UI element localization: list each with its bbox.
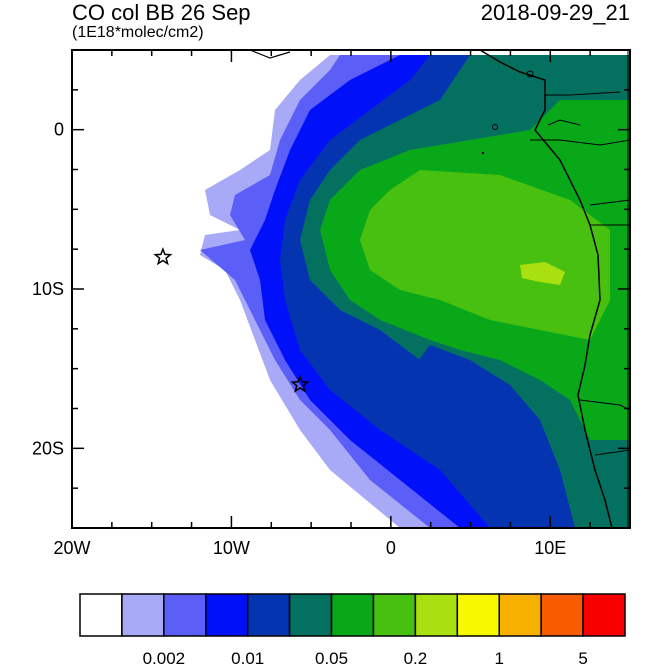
island-sao-tome	[481, 151, 485, 155]
colorbar-swatch	[121, 593, 165, 637]
colorbar-label: 5	[578, 649, 587, 667]
colorbar-label: 0.2	[404, 649, 428, 667]
colorbar-label: 0.002	[143, 649, 186, 667]
colorbar-swatch	[288, 593, 333, 637]
colorbar-swatch	[205, 593, 249, 637]
colorbar-swatch	[163, 593, 207, 637]
colorbar-swatch	[246, 593, 291, 637]
contour-dark-blue-inner	[410, 345, 575, 528]
x-tick-label: 0	[386, 538, 396, 558]
map-title: CO col BB 26 Sep	[72, 0, 251, 25]
country-borders	[530, 50, 630, 528]
colorbar-swatch	[414, 593, 459, 637]
colorbar-swatch	[330, 593, 375, 637]
station-markers	[153, 246, 310, 393]
colorbar-swatch	[456, 593, 500, 637]
island-bioko	[492, 124, 498, 130]
colorbar-swatch	[372, 593, 417, 637]
colorbar-label: 1	[494, 649, 503, 667]
colorbar-swatch	[498, 593, 542, 637]
coastline-africa	[479, 50, 613, 528]
colorbar-swatch	[79, 593, 123, 637]
colorbar-label: 0.05	[315, 649, 348, 667]
contour-bright-green	[360, 170, 610, 340]
star-marker-1-star-icon	[153, 246, 173, 266]
y-tick-label: 10S	[32, 279, 64, 299]
star-marker-2-star-icon	[290, 374, 310, 393]
lake-feature	[526, 70, 534, 78]
y-tick-label: 20S	[32, 438, 64, 458]
axis-ticks	[71, 49, 631, 529]
map-units: (1E18*molec/cm2)	[72, 24, 204, 41]
map-datetime: 2018-09-29_21	[480, 0, 630, 25]
contour-yellow-green	[520, 262, 565, 285]
co-field	[72, 50, 630, 528]
colorbar-swatch	[540, 593, 584, 637]
colorbar: 0.002 0.01 0.05 0.2 1 5	[79, 593, 626, 667]
axis-tick-labels: 20W 10W 0 10E 0 10S 20S	[32, 120, 566, 558]
y-tick-label: 0	[54, 120, 64, 140]
colorbar-label: 0.01	[231, 649, 264, 667]
x-tick-label: 10W	[213, 538, 250, 558]
colorbar-swatch	[582, 593, 626, 637]
coastline-north	[249, 50, 291, 59]
x-tick-label: 10E	[534, 538, 566, 558]
x-tick-label: 20W	[53, 538, 90, 558]
